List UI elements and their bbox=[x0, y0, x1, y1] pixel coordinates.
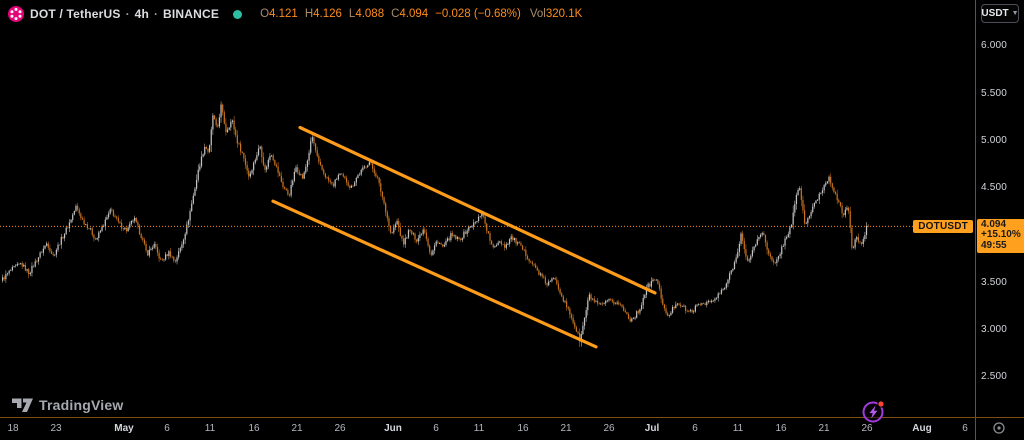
price-scale-settings-icon[interactable] bbox=[992, 421, 1006, 435]
price-tick-label: 5.000 bbox=[981, 134, 1008, 146]
time-tick-label: 21 bbox=[291, 423, 303, 434]
time-tick-label: Jun bbox=[384, 423, 402, 434]
price-value: 4.094 bbox=[981, 218, 1007, 230]
time-tick-label: 21 bbox=[818, 423, 830, 434]
legend-separator: · bbox=[125, 7, 130, 21]
time-axis-border bbox=[0, 417, 1024, 418]
exchange-label: BINANCE bbox=[163, 7, 220, 21]
symbol-title: DOT / TetherUS bbox=[30, 7, 121, 21]
time-tick-label: 11 bbox=[473, 423, 485, 434]
time-tick-label: 18 bbox=[7, 423, 19, 434]
flash-indicator-icon[interactable] bbox=[860, 398, 888, 426]
time-tick-label: 26 bbox=[861, 423, 873, 434]
current-price-label: 4.094 +15.10% 49:55 bbox=[977, 218, 1024, 254]
price-change-percent: +15.10% bbox=[981, 229, 1021, 241]
time-tick-label: 6 bbox=[164, 423, 170, 434]
channel-lower-line[interactable] bbox=[271, 199, 598, 349]
time-tick-label: 11 bbox=[204, 423, 216, 434]
price-axis[interactable]: 6.000 5.500 5.000 4.500 3.500 3.000 2.500 bbox=[975, 0, 1024, 417]
volume-value: Vol320.1K bbox=[529, 8, 583, 20]
candles-down bbox=[3, 103, 869, 347]
time-axis[interactable]: 18 23 May 6 11 16 21 26 Jun 6 11 16 21 26 Jul 6 11 16 21 26… bbox=[0, 417, 975, 440]
chevron-down-icon: ▼ bbox=[1011, 10, 1019, 17]
time-tick-label: 16 bbox=[517, 423, 529, 434]
legend-separator: · bbox=[154, 7, 158, 21]
time-tick-label: 26 bbox=[603, 423, 615, 434]
change-value: −0.028 (−0.68%) bbox=[435, 8, 521, 20]
low-value: L4.088 bbox=[348, 8, 385, 20]
time-tick-label: May bbox=[114, 423, 134, 434]
time-tick-label: 16 bbox=[248, 423, 260, 434]
candles-up bbox=[2, 101, 868, 347]
symbol-legend[interactable]: DOT / TetherUS · 4h · BINANCE O4.121 H4.… bbox=[8, 5, 589, 23]
currency-label: USDT bbox=[981, 8, 1009, 19]
bar-countdown: 49:55 bbox=[981, 239, 1007, 251]
close-value: C4.094 bbox=[391, 8, 429, 20]
time-tick-label: 6 bbox=[433, 423, 439, 434]
interval-label: 4h bbox=[134, 7, 149, 21]
price-tick-label: 5.500 bbox=[981, 87, 1008, 99]
symbol-price-flag: DOTUSDT bbox=[913, 219, 973, 233]
high-value: H4.126 bbox=[304, 8, 342, 20]
price-tick-label: 2.500 bbox=[981, 371, 1008, 382]
time-tick-label: 6 bbox=[692, 423, 698, 434]
time-tick-label: 16 bbox=[775, 423, 787, 434]
tradingview-watermark[interactable]: TradingView bbox=[12, 397, 123, 413]
channel-upper-line[interactable] bbox=[298, 125, 657, 295]
time-tick-label: 6 bbox=[962, 423, 968, 434]
price-tick-label: 3.500 bbox=[981, 276, 1008, 288]
time-tick-label: 26 bbox=[334, 423, 346, 434]
price-tick-label: 4.500 bbox=[981, 182, 1008, 193]
price-tick-label: 6.000 bbox=[981, 40, 1008, 52]
market-status-icon bbox=[233, 9, 243, 19]
currency-toggle-button[interactable]: USDT ▼ bbox=[981, 4, 1019, 23]
time-tick-label: Aug bbox=[912, 423, 932, 434]
time-tick-label: 23 bbox=[50, 423, 62, 434]
time-tick-label: Jul bbox=[644, 423, 660, 434]
price-axis-border bbox=[975, 0, 976, 440]
tradingview-logo-icon bbox=[12, 398, 33, 412]
time-tick-label: 11 bbox=[732, 423, 744, 434]
price-tick-label: 3.000 bbox=[981, 323, 1008, 335]
time-tick-label: 21 bbox=[560, 423, 572, 434]
open-value: O4.121 bbox=[260, 8, 298, 20]
polkadot-logo-icon bbox=[8, 6, 24, 22]
